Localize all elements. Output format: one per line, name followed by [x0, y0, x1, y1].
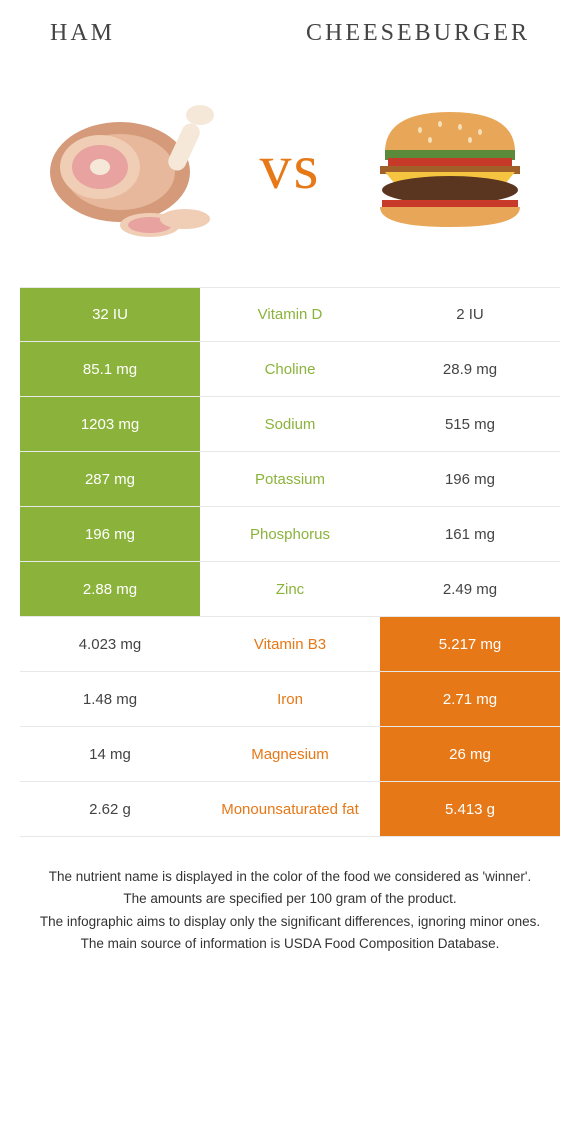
table-row: 287 mgPotassium196 mg [20, 452, 560, 507]
value-left: 85.1 mg [20, 342, 200, 396]
value-left: 287 mg [20, 452, 200, 506]
value-left: 2.62 g [20, 782, 200, 836]
nutrient-label: Monounsaturated fat [200, 782, 380, 836]
cheeseburger-image [350, 87, 550, 247]
value-left: 1.48 mg [20, 672, 200, 726]
value-right: 5.217 mg [380, 617, 560, 671]
vs-text: vs [260, 130, 321, 204]
nutrient-label: Iron [200, 672, 380, 726]
value-left: 196 mg [20, 507, 200, 561]
table-row: 2.88 mgZinc2.49 mg [20, 562, 560, 617]
nutrient-label: Potassium [200, 452, 380, 506]
table-row: 14 mgMagnesium26 mg [20, 727, 560, 782]
value-left: 1203 mg [20, 397, 200, 451]
footer-line-1: The nutrient name is displayed in the co… [30, 867, 550, 887]
value-right: 5.413 g [380, 782, 560, 836]
food-title-left: Ham [50, 20, 115, 47]
table-row: 1.48 mgIron2.71 mg [20, 672, 560, 727]
footer-line-4: The main source of information is USDA F… [30, 934, 550, 954]
nutrient-label: Phosphorus [200, 507, 380, 561]
ham-image [30, 87, 230, 247]
food-title-right: Cheeseburger [306, 20, 530, 47]
value-left: 4.023 mg [20, 617, 200, 671]
table-row: 85.1 mgCholine28.9 mg [20, 342, 560, 397]
nutrient-label: Zinc [200, 562, 380, 616]
nutrient-label: Sodium [200, 397, 380, 451]
table-row: 196 mgPhosphorus161 mg [20, 507, 560, 562]
value-right: 515 mg [380, 397, 560, 451]
nutrient-label: Magnesium [200, 727, 380, 781]
table-row: 1203 mgSodium515 mg [20, 397, 560, 452]
value-left: 32 IU [20, 288, 200, 341]
value-right: 2.71 mg [380, 672, 560, 726]
value-right: 2.49 mg [380, 562, 560, 616]
value-left: 14 mg [20, 727, 200, 781]
footer-line-3: The infographic aims to display only the… [30, 912, 550, 932]
nutrient-label: Vitamin D [200, 288, 380, 341]
value-right: 196 mg [380, 452, 560, 506]
nutrient-label: Vitamin B3 [200, 617, 380, 671]
nutrient-table: 32 IUVitamin D2 IU85.1 mgCholine28.9 mg1… [0, 287, 580, 837]
nutrient-label: Choline [200, 342, 380, 396]
value-left: 2.88 mg [20, 562, 200, 616]
header: Ham Cheeseburger [0, 0, 580, 57]
value-right: 2 IU [380, 288, 560, 341]
value-right: 26 mg [380, 727, 560, 781]
footer-notes: The nutrient name is displayed in the co… [0, 837, 580, 954]
table-row: 4.023 mgVitamin B35.217 mg [20, 617, 560, 672]
table-row: 2.62 gMonounsaturated fat5.413 g [20, 782, 560, 837]
table-row: 32 IUVitamin D2 IU [20, 287, 560, 342]
vs-section: vs [0, 57, 580, 287]
footer-line-2: The amounts are specified per 100 gram o… [30, 889, 550, 909]
value-right: 161 mg [380, 507, 560, 561]
value-right: 28.9 mg [380, 342, 560, 396]
